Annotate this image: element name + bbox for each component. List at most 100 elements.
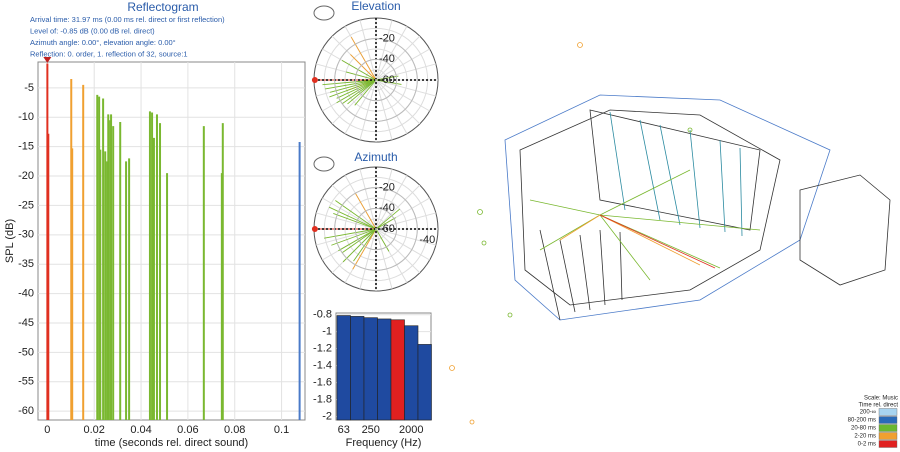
y-tick-label: -2	[322, 411, 332, 423]
reflection-ray	[331, 228, 377, 246]
reflection-ray	[324, 228, 377, 239]
y-tick-label: -1.8	[313, 394, 332, 406]
polar-grid-ring	[375, 79, 377, 81]
y-tick-label: -20	[18, 170, 34, 182]
head-icon	[313, 5, 335, 21]
x-axis-label: Frequency (Hz)	[346, 437, 422, 449]
r-tick-label: -40	[379, 53, 395, 65]
y-tick-label: -10	[18, 111, 34, 123]
x-tick-label: 0.04	[130, 424, 151, 436]
bar	[350, 316, 365, 421]
reflection-ray	[325, 79, 377, 90]
y-tick-label: -5	[24, 82, 34, 94]
legend-label: 80-200 ms	[848, 418, 876, 424]
info-line: Reflection: 0. order, 1. reflection of 3…	[30, 49, 188, 58]
reflection-ray	[336, 79, 377, 99]
reflection-ray	[375, 228, 390, 252]
chart-title: Azimuth	[354, 150, 397, 164]
polar-grid-ring	[354, 58, 398, 102]
reflection-ray	[354, 79, 377, 106]
info-line: Arrival time: 31.97 ms (0.00 ms rel. dir…	[30, 15, 225, 24]
chart-title: Reflectogram	[127, 0, 198, 14]
x-tick-label: 0.08	[224, 424, 245, 436]
reflection-ray	[338, 228, 377, 252]
y-tick-label: -35	[18, 258, 34, 270]
y-tick-label: -30	[18, 229, 34, 241]
reflection-ray	[345, 71, 377, 81]
bar	[404, 325, 419, 421]
selected-dot	[311, 226, 318, 232]
reflection-ray	[333, 213, 377, 230]
bar	[417, 344, 432, 421]
y-tick-label: -1.2	[313, 343, 332, 355]
polar-grid-ring	[375, 228, 377, 230]
legend-swatch	[878, 408, 898, 416]
info-line: Level of: -0.85 dB (0.00 dB rel. direct)	[30, 26, 155, 35]
r-tick-label: -60	[379, 223, 395, 235]
y-tick-label: -1.4	[313, 360, 332, 372]
cursor-marker	[43, 57, 52, 63]
reflection-ray	[375, 217, 396, 230]
r-tick-label: -40	[379, 202, 395, 214]
legend-swatch	[878, 416, 898, 424]
room-model	[449, 42, 891, 425]
r-tick-label: -60	[379, 74, 395, 86]
polar-grid-ring	[354, 207, 398, 251]
x-tick-label: 0.06	[177, 424, 198, 436]
reflection-ray	[328, 206, 377, 230]
reflection-ray	[341, 59, 377, 81]
legend-subtitle: Time rel. direct	[859, 403, 899, 409]
legend-swatch	[878, 424, 898, 432]
reflection-ray	[336, 79, 377, 104]
x-tick-label: 63	[338, 424, 350, 436]
x-tick-label: 250	[362, 424, 380, 436]
reflection-ray	[375, 208, 401, 230]
reflection-ray	[329, 79, 377, 93]
legend-label: 2-20 ms	[854, 434, 876, 440]
y-tick-label: -1.6	[313, 377, 332, 389]
x-tick-label: 0.1	[274, 424, 289, 436]
polar-grid-ring	[334, 187, 418, 271]
y-tick-label: -25	[18, 199, 34, 211]
r-tick-label: -20	[379, 33, 395, 45]
x-tick-label: 0	[44, 424, 50, 436]
y-tick-label: -55	[18, 376, 34, 388]
reflection-ray	[342, 228, 377, 263]
y-tick-label: -1	[322, 326, 332, 338]
bar	[336, 315, 351, 421]
y-tick-label: -60	[18, 405, 34, 417]
reflection-ray	[322, 79, 377, 86]
r-tick-label: -20	[379, 182, 395, 194]
selected-dot	[311, 77, 318, 83]
polar-grid-ring	[334, 38, 418, 122]
y-axis-label: SPL (dB)	[4, 219, 16, 263]
reflection-ray	[353, 228, 377, 262]
r-tick-label: -40	[419, 234, 435, 246]
plot-area	[37, 61, 306, 421]
reflection-ray	[347, 79, 377, 105]
x-axis-label: time (seconds rel. direct sound)	[95, 437, 248, 449]
reflection-ray	[375, 79, 402, 85]
bar	[390, 319, 405, 421]
y-tick-label: -0.8	[313, 309, 332, 321]
x-tick-label: 0.02	[83, 424, 104, 436]
legend-label: 0-2 ms	[858, 442, 876, 448]
bar	[363, 317, 378, 421]
legend-label: 20-80 ms	[851, 426, 876, 432]
head-icon	[313, 156, 335, 172]
y-tick-label: -50	[18, 346, 34, 358]
x-tick-label: 2000	[399, 424, 423, 436]
legend-title: Scale: Music	[864, 396, 898, 402]
legend-swatch	[878, 432, 898, 440]
y-tick-label: -40	[18, 288, 34, 300]
reflection-ray	[352, 228, 377, 270]
chart-title: Elevation	[351, 0, 400, 13]
y-tick-label: -45	[18, 317, 34, 329]
legend-label: 200-∞	[860, 410, 876, 416]
legend-swatch	[878, 440, 898, 448]
reflection-ray	[350, 54, 377, 81]
y-tick-label: -15	[18, 141, 34, 153]
bar	[377, 318, 392, 421]
